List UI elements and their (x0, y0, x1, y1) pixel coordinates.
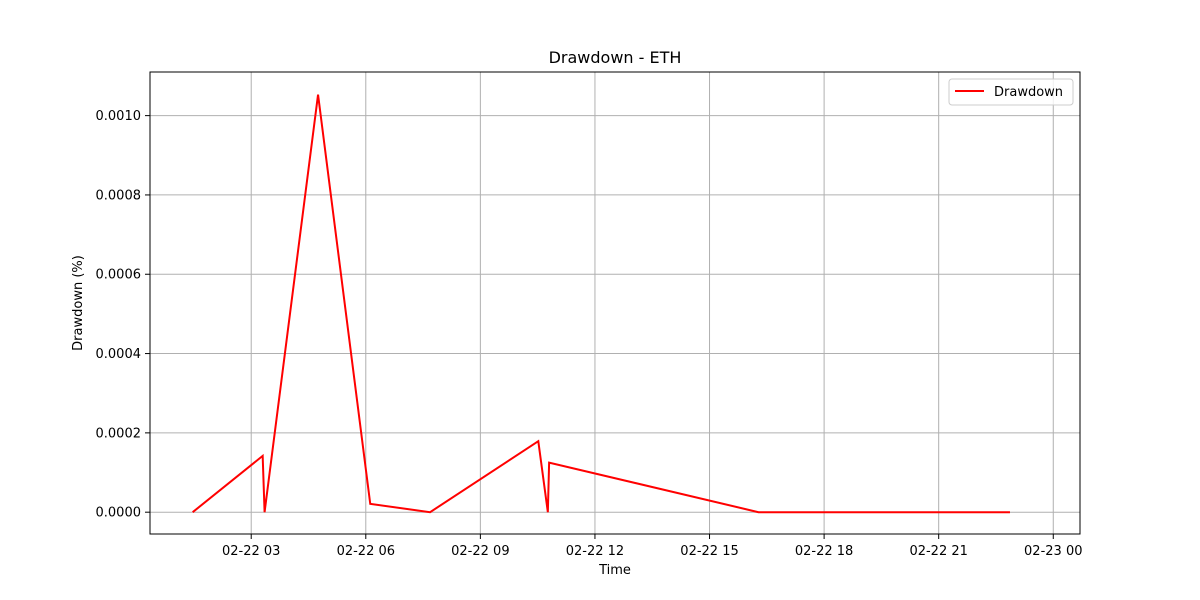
x-tick-label: 02-22 06 (337, 544, 395, 559)
y-tick-label: 0.0006 (96, 268, 142, 283)
x-tick-label: 02-22 21 (909, 544, 967, 559)
y-tick-label: 0.0010 (96, 109, 142, 124)
legend: Drawdown (948, 78, 1074, 106)
legend-box (948, 78, 1074, 106)
y-tick-label: 0.0002 (96, 426, 142, 441)
tick-layer: 02-22 03 02-22 06 02-22 09 02-22 12 02-22 15… (96, 109, 1083, 559)
y-axis-label: Drawdown (%) (71, 255, 86, 351)
x-tick-label: 02-23 00 (1024, 544, 1082, 559)
x-tick-label: 02-22 09 (451, 544, 509, 559)
legend-label-drawdown: Drawdown (994, 85, 1063, 100)
x-axis-label: Time (598, 563, 631, 578)
y-tick-label: 0.0008 (96, 188, 142, 203)
chart-title: Drawdown - ETH (549, 48, 682, 67)
x-tick-label: 02-22 12 (566, 544, 624, 559)
plot-frame (149, 71, 1081, 535)
x-tick-label: 02-22 15 (680, 544, 738, 559)
series-layer (192, 94, 1010, 514)
x-tick-label: 02-22 18 (795, 544, 853, 559)
grid-layer (150, 72, 1080, 534)
y-tick-label: 0.0004 (96, 347, 142, 362)
y-tick-label: 0.0000 (96, 506, 142, 521)
x-tick-label: 02-22 03 (222, 544, 280, 559)
